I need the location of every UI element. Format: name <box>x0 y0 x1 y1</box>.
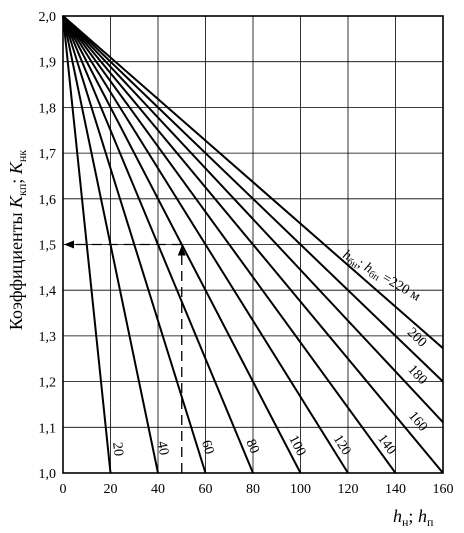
y-tick-label: 1,1 <box>39 421 57 436</box>
example-lookup <box>64 240 186 473</box>
series-label-140: 140 <box>374 432 398 458</box>
series-label-80: 80 <box>242 437 261 456</box>
y-axis-label: Коэффициенты Kкп; Kнк <box>6 150 29 330</box>
series-line-220 <box>62 15 444 349</box>
x-axis-label: hн; hп <box>393 506 434 529</box>
example-arrow-up <box>177 245 186 256</box>
y-tick-label: 1,3 <box>39 330 57 345</box>
series-line-20 <box>62 15 112 474</box>
x-tick-label: 20 <box>104 482 118 497</box>
x-tick-label: 120 <box>338 482 359 497</box>
series-line-160 <box>62 15 444 474</box>
series-label-120: 120 <box>330 432 354 458</box>
y-tick-label: 1,2 <box>39 376 57 391</box>
y-tick-label: 1,8 <box>39 101 57 116</box>
y-tick-labels: 1,0 1,1 1,2 1,3 1,4 1,5 1,6 1,7 1,8 1,9 2,0 <box>39 10 57 482</box>
y-tick-label: 1,6 <box>39 193 57 208</box>
series-label-40: 40 <box>154 440 172 457</box>
y-tick-label: 1,7 <box>39 147 57 162</box>
y-tick-label: 2,0 <box>39 10 57 25</box>
series-label-220: hбн; hбп =220 м <box>339 248 423 307</box>
x-tick-label: 80 <box>246 482 260 497</box>
x-tick-label: 60 <box>199 482 213 497</box>
y-tick-label: 1,0 <box>39 467 57 482</box>
x-tick-label: 160 <box>433 482 454 497</box>
plot-frame <box>62 15 444 474</box>
series-label-60: 60 <box>198 438 216 456</box>
series-line-60 <box>62 15 207 474</box>
y-tick-label: 1,9 <box>39 56 57 71</box>
y-tick-label: 1,5 <box>39 239 57 254</box>
series-label-20: 20 <box>109 441 125 456</box>
example-arrow-left <box>64 240 74 249</box>
x-tick-label: 40 <box>151 482 165 497</box>
y-tick-label: 1,4 <box>39 284 57 299</box>
x-tick-labels: 0 20 40 60 80 100 120 140 160 <box>60 482 454 497</box>
series-line-180 <box>62 15 444 423</box>
x-tick-label: 0 <box>60 482 67 497</box>
series-line-120 <box>62 15 349 474</box>
plot-border <box>62 15 444 474</box>
series-line-200 <box>62 15 444 383</box>
series-line-140 <box>62 15 397 474</box>
series-label-100: 100 <box>285 433 308 459</box>
x-tick-label: 100 <box>290 482 311 497</box>
x-tick-label: 140 <box>385 482 406 497</box>
